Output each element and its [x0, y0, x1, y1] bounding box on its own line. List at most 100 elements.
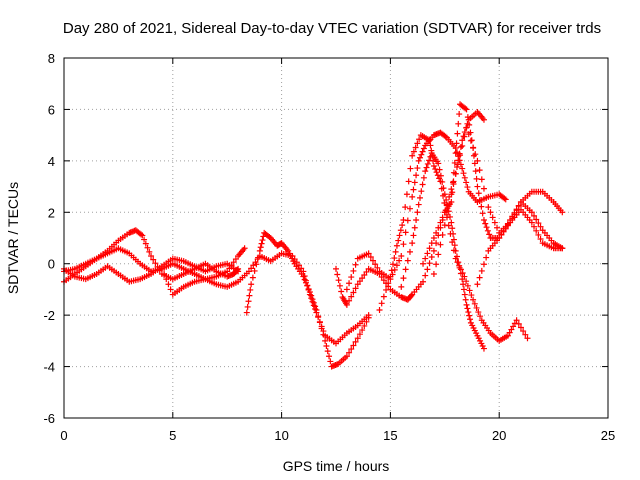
- data-point: [348, 346, 355, 353]
- data-point: [461, 291, 468, 298]
- data-point: [412, 144, 419, 151]
- data-point: [356, 331, 363, 338]
- data-point: [352, 338, 359, 345]
- data-point: [302, 279, 309, 286]
- data-point: [352, 261, 359, 268]
- data-point: [456, 111, 463, 118]
- data-point: [343, 301, 350, 308]
- data-point: [258, 240, 265, 247]
- data-point: [535, 231, 542, 238]
- data-point: [520, 328, 527, 335]
- data-point: [460, 170, 467, 177]
- data-point: [474, 183, 481, 190]
- data-point: [409, 152, 416, 159]
- data-point: [430, 235, 437, 241]
- data-point: [243, 309, 250, 316]
- data-point: [395, 237, 402, 244]
- data-point: [441, 191, 448, 198]
- data-point: [450, 236, 457, 243]
- series-9: [398, 150, 487, 352]
- data-point: [430, 163, 437, 169]
- data-point: [439, 178, 446, 185]
- data-point: [405, 178, 412, 185]
- data-point: [422, 168, 429, 175]
- data-point: [506, 329, 513, 336]
- data-point: [414, 140, 421, 147]
- data-point: [460, 286, 467, 293]
- data-point: [470, 296, 477, 303]
- data-point: [513, 206, 520, 213]
- data-point: [515, 202, 522, 209]
- data-point: [393, 262, 400, 269]
- data-point: [462, 105, 469, 112]
- data-point: [424, 160, 431, 167]
- data-point: [251, 267, 258, 274]
- data-point: [508, 326, 515, 333]
- data-point: [407, 165, 414, 172]
- data-point: [517, 324, 524, 331]
- data-point: [504, 332, 511, 339]
- y-axis-label: SDTVAR / TECUs: [5, 182, 21, 294]
- data-point: [537, 236, 544, 243]
- data-point: [449, 225, 456, 232]
- data-point: [424, 250, 431, 257]
- data-point: [152, 260, 159, 267]
- data-point: [300, 273, 307, 280]
- y-axis: -6 -4 -2 0 2 4 6 8: [43, 51, 608, 426]
- data-point: [141, 236, 148, 243]
- data-point: [247, 286, 254, 293]
- data-point: [480, 261, 487, 268]
- data-point: [350, 342, 357, 349]
- data-point: [426, 157, 433, 164]
- data-point: [406, 248, 413, 255]
- data-point: [450, 181, 457, 187]
- data-point: [461, 133, 468, 140]
- data-point: [522, 331, 529, 338]
- data-point: [354, 281, 361, 288]
- data-point: [486, 231, 493, 238]
- data-point: [139, 232, 146, 239]
- data-point: [244, 303, 251, 310]
- data-point: [167, 286, 174, 293]
- data-point: [348, 293, 355, 300]
- data-point: [310, 299, 317, 306]
- data-point: [161, 271, 168, 277]
- data-point: [489, 214, 496, 221]
- data-point: [476, 167, 483, 174]
- y-tick-label: 2: [48, 205, 55, 220]
- data-point: [322, 337, 329, 344]
- data-point: [365, 314, 372, 321]
- data-point: [346, 297, 353, 304]
- data-point: [437, 219, 444, 226]
- data-point: [450, 230, 457, 237]
- data-point: [456, 157, 463, 164]
- data-point: [437, 172, 444, 179]
- data-point: [369, 257, 376, 264]
- data-point: [448, 186, 455, 193]
- data-point: [346, 349, 353, 356]
- data-point: [460, 281, 467, 288]
- data-point: [336, 282, 343, 289]
- data-point: [316, 319, 323, 326]
- data-point: [424, 266, 431, 273]
- data-point: [511, 209, 518, 216]
- x-tick-label: 5: [169, 428, 176, 443]
- data-point: [403, 191, 410, 198]
- data-point: [535, 220, 542, 227]
- data-point: [414, 209, 421, 216]
- data-point: [257, 244, 264, 251]
- data-point: [256, 247, 263, 254]
- data-point: [359, 275, 366, 282]
- data-point: [400, 275, 407, 282]
- data-point: [452, 247, 459, 254]
- data-point: [472, 151, 479, 158]
- data-point: [224, 268, 231, 275]
- data-point: [404, 257, 411, 264]
- data-point: [245, 268, 252, 275]
- data-point: [480, 116, 487, 123]
- data-point: [241, 245, 248, 252]
- data-point: [464, 114, 471, 121]
- data-point: [457, 152, 464, 159]
- data-point: [480, 185, 487, 192]
- data-point: [350, 267, 357, 274]
